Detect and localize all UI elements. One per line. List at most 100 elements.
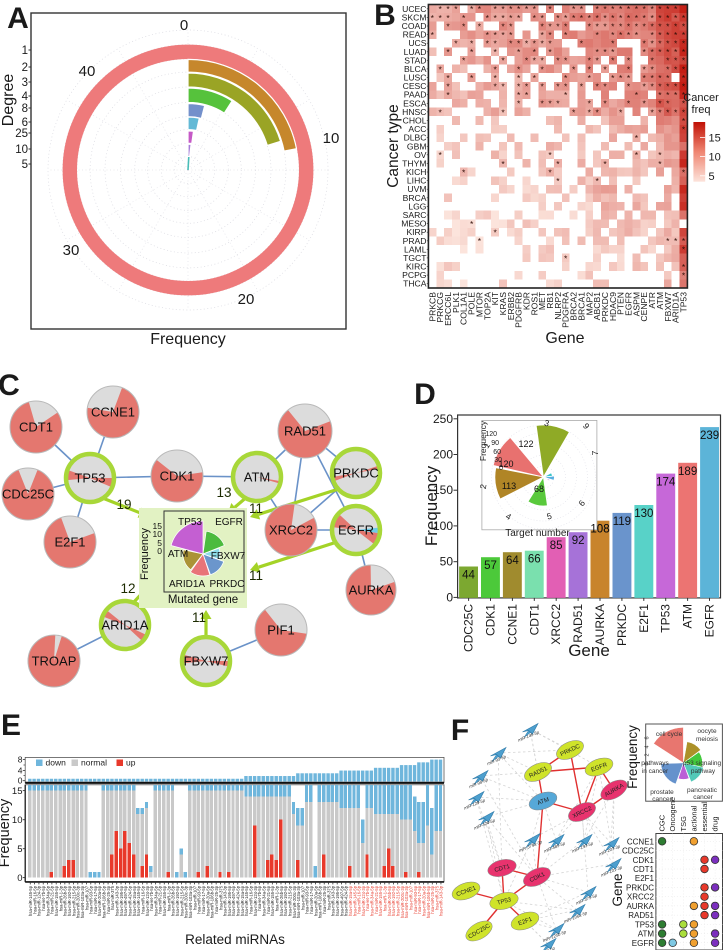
svg-text:hsa-miR-106b-5p: hsa-miR-106b-5p	[102, 885, 107, 918]
svg-text:*: *	[643, 64, 647, 74]
svg-text:85: 85	[550, 540, 563, 552]
svg-text:*: *	[666, 236, 670, 246]
svg-text:*: *	[682, 167, 686, 177]
svg-text:ATM: ATM	[537, 797, 551, 807]
svg-text:NLRP2: NLRP2	[553, 292, 563, 320]
svg-text:*: *	[533, 56, 537, 66]
svg-text:*: *	[595, 56, 599, 66]
svg-text:hsa-miR-20a-5p: hsa-miR-20a-5p	[205, 885, 210, 916]
svg-text:UCS: UCS	[408, 38, 426, 48]
svg-text:*: *	[501, 82, 505, 92]
svg-text:*: *	[611, 73, 615, 83]
svg-text:ATM: ATM	[655, 292, 665, 310]
svg-text:10: 10	[15, 144, 28, 156]
svg-text:120: 120	[485, 431, 497, 438]
svg-text:44: 44	[462, 569, 475, 581]
svg-text:*: *	[674, 39, 678, 49]
svg-text:actional: actional	[689, 805, 698, 831]
svg-text:*: *	[635, 21, 639, 31]
svg-text:prostate: prostate	[650, 789, 674, 796]
svg-text:hsa-let-7b-5p: hsa-let-7b-5p	[365, 885, 370, 910]
svg-text:hsa-miR-497-5p: hsa-miR-497-5p	[339, 885, 344, 916]
svg-text:*: *	[588, 13, 592, 23]
svg-text:XRCC2: XRCC2	[627, 893, 655, 902]
svg-text:hsa-miR-21-5p: hsa-miR-21-5p	[266, 885, 271, 913]
svg-text:hsa-miR-143-3p: hsa-miR-143-3p	[439, 885, 444, 916]
svg-text:hsa-miR-375: hsa-miR-375	[110, 885, 115, 910]
svg-text:CCNE1: CCNE1	[627, 837, 655, 846]
svg-text:ATM: ATM	[681, 604, 695, 628]
svg-text:KDR: KDR	[522, 292, 532, 310]
svg-text:*: *	[643, 99, 647, 109]
svg-text:*: *	[556, 82, 560, 92]
svg-text:*: *	[682, 99, 686, 109]
svg-text:UVM: UVM	[407, 184, 426, 194]
svg-text:TP53: TP53	[635, 920, 655, 929]
svg-text:*: *	[556, 13, 560, 23]
svg-text:*: *	[674, 90, 678, 100]
svg-text:*: *	[635, 150, 639, 160]
svg-text:*: *	[611, 56, 615, 66]
svg-text:*: *	[666, 4, 670, 14]
svg-text:60: 60	[493, 449, 501, 456]
svg-text:LUAD: LUAD	[404, 47, 427, 57]
svg-text:BRCA2: BRCA2	[569, 292, 579, 321]
svg-text:4: 4	[18, 765, 23, 775]
svg-text:CHOL: CHOL	[403, 115, 427, 125]
svg-text:*: *	[619, 21, 623, 31]
svg-text:*: *	[493, 47, 497, 57]
svg-text:*: *	[548, 30, 552, 40]
svg-text:LAML: LAML	[404, 244, 427, 254]
svg-text:E2F1: E2F1	[635, 874, 655, 883]
svg-text:*: *	[556, 99, 560, 109]
svg-text:hsa-miR-17-5p: hsa-miR-17-5p	[309, 885, 314, 913]
svg-text:BLCA: BLCA	[404, 64, 427, 74]
svg-text:*: *	[446, 13, 450, 23]
svg-text:4: 4	[645, 745, 651, 748]
svg-text:*: *	[509, 4, 513, 14]
svg-text:PRKDC: PRKDC	[626, 883, 654, 892]
svg-text:*: *	[658, 21, 662, 31]
svg-text:CDC25C: CDC25C	[622, 847, 654, 856]
svg-text:hsa-miR-145-5p: hsa-miR-145-5p	[136, 885, 141, 916]
svg-text:AURKA: AURKA	[349, 583, 394, 598]
svg-text:SKCM: SKCM	[402, 12, 427, 22]
svg-text:15: 15	[12, 786, 23, 797]
svg-text:hsa-miR-26b-5p: hsa-miR-26b-5p	[63, 885, 68, 916]
svg-text:hsa-miR-17-5p: hsa-miR-17-5p	[417, 885, 422, 913]
svg-text:*: *	[564, 253, 568, 263]
svg-text:RAD51: RAD51	[284, 424, 326, 439]
svg-text:hsa-let-7b-5p: hsa-let-7b-5p	[257, 885, 262, 910]
svg-text:*: *	[619, 13, 623, 23]
svg-text:hsa-miR-106b-5p: hsa-miR-106b-5p	[426, 885, 431, 918]
svg-text:*: *	[658, 150, 662, 160]
svg-text:hsa-miR-16-5p: hsa-miR-16-5p	[357, 885, 362, 913]
svg-text:*: *	[541, 30, 545, 40]
svg-text:*: *	[658, 39, 662, 49]
svg-text:hsa-miR-15a-5p: hsa-miR-15a-5p	[348, 885, 353, 916]
svg-text:Oncogene: Oncogene	[668, 797, 677, 832]
svg-text:hsa-miR-192-5p: hsa-miR-192-5p	[283, 885, 288, 916]
svg-text:Target number: Target number	[505, 528, 570, 539]
svg-text:C: C	[0, 369, 20, 402]
svg-text:hsa-miR-124-3p: hsa-miR-124-3p	[253, 885, 258, 916]
svg-text:*: *	[525, 56, 529, 66]
svg-text:*: *	[572, 13, 576, 23]
svg-text:MESO: MESO	[401, 219, 427, 229]
svg-text:13: 13	[216, 485, 231, 500]
svg-text:*: *	[517, 90, 521, 100]
svg-text:hsa-miR-124-3p: hsa-miR-124-3p	[361, 885, 366, 916]
svg-text:ERCC6L: ERCC6L	[443, 292, 453, 326]
svg-text:*: *	[674, 107, 678, 117]
svg-text:CESC: CESC	[403, 81, 427, 91]
svg-text:KICH: KICH	[406, 167, 427, 177]
svg-text:*: *	[478, 21, 482, 31]
svg-text:miR-7-5p: miR-7-5p	[537, 945, 556, 950]
svg-text:15: 15	[153, 521, 163, 531]
svg-text:11: 11	[249, 568, 263, 583]
svg-text:*: *	[501, 56, 505, 66]
svg-text:64: 64	[506, 555, 519, 567]
svg-text:*: *	[541, 13, 545, 23]
svg-text:*: *	[611, 30, 615, 40]
svg-text:normal: normal	[81, 758, 107, 768]
